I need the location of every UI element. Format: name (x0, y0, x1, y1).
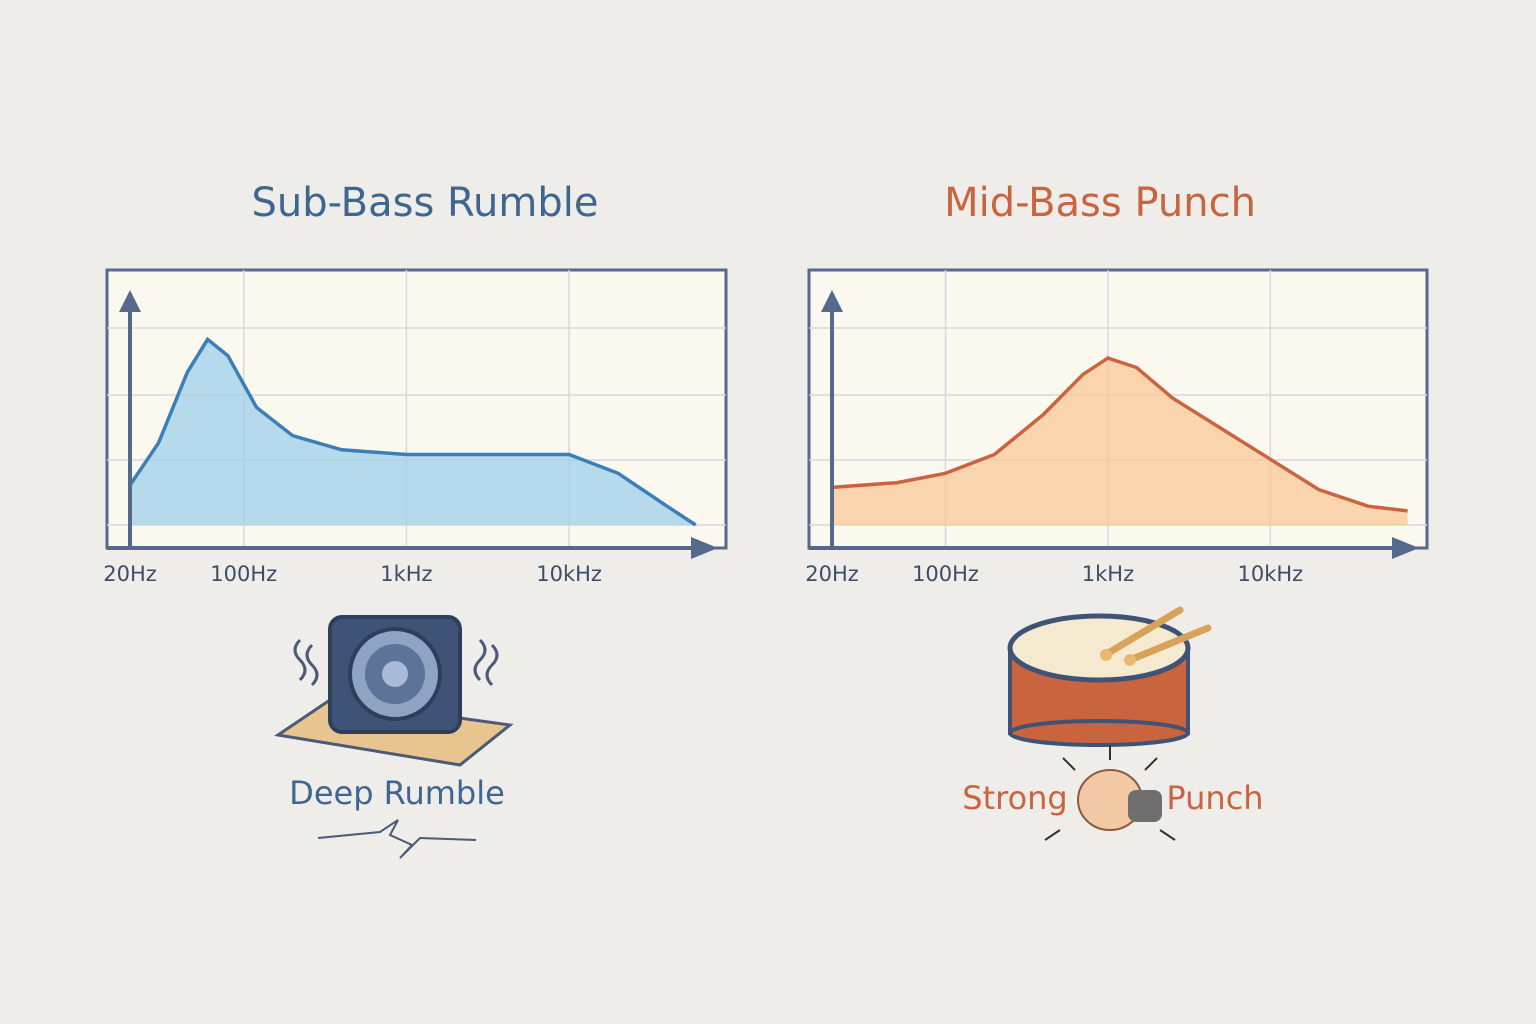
x-tick-label: 1kHz (1082, 562, 1134, 586)
annotation: Strong (962, 779, 1067, 817)
x-tick-label: 20Hz (805, 562, 859, 586)
x-tick-label: 100Hz (210, 562, 277, 586)
drum-icon (1007, 606, 1212, 841)
annotation: Punch (1166, 779, 1263, 817)
x-axis-arrow (1392, 537, 1419, 559)
chart-title: Mid-Bass Punch (944, 180, 1256, 226)
area (832, 358, 1408, 525)
annotation: Deep Rumble (289, 774, 505, 812)
x-tick-label: 10kHz (1237, 562, 1303, 586)
x-axis-arrow (691, 537, 718, 559)
x-tick-label: 100Hz (912, 562, 979, 586)
x-tick-label: 1kHz (380, 562, 432, 586)
x-tick-label: 10kHz (536, 562, 602, 586)
area (130, 339, 696, 525)
line (128, 336, 697, 527)
line (831, 356, 1408, 513)
y-axis-arrow (119, 290, 141, 312)
speaker-icon (274, 615, 514, 859)
y-axis-arrow (821, 290, 843, 312)
x-tick-label: 20Hz (103, 562, 157, 586)
chart-title: Sub-Bass Rumble (252, 180, 599, 226)
